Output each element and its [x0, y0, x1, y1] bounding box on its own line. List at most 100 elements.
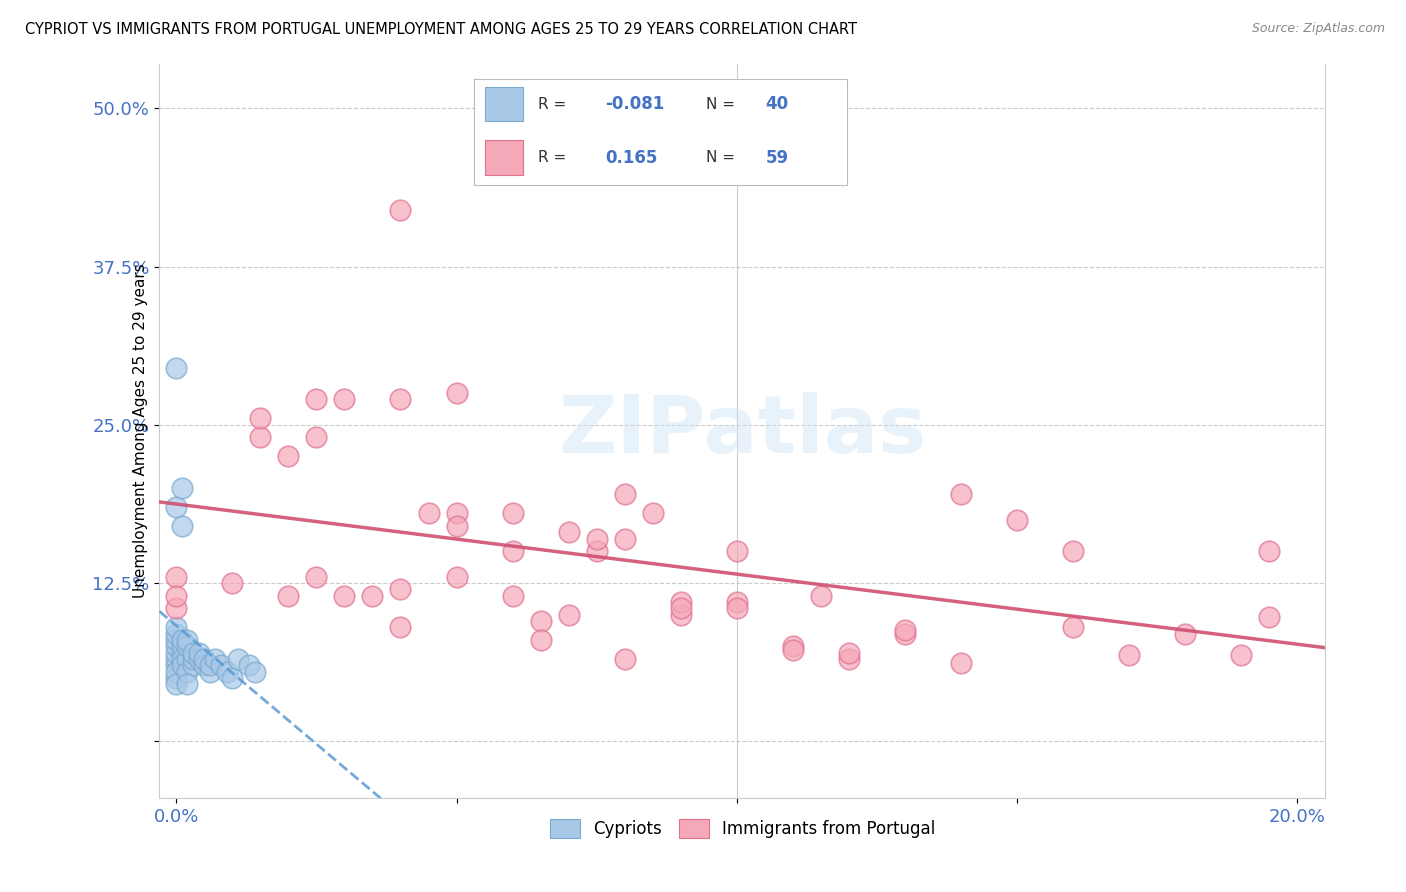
Point	[176, 652, 198, 666]
Point	[187, 646, 209, 660]
Point	[585, 544, 607, 558]
Legend: Cypriots, Immigrants from Portugal: Cypriots, Immigrants from Portugal	[543, 813, 942, 845]
Point	[305, 430, 328, 444]
Point	[502, 507, 524, 521]
Point	[165, 671, 187, 685]
Point	[782, 643, 804, 657]
Point	[557, 525, 579, 540]
Point	[221, 671, 243, 685]
Point	[243, 665, 266, 679]
Point	[333, 589, 356, 603]
Point	[669, 601, 692, 615]
Point	[530, 614, 553, 628]
Point	[165, 626, 187, 640]
Point	[209, 658, 232, 673]
Point	[198, 658, 221, 673]
Point	[389, 392, 412, 407]
Point	[165, 589, 187, 603]
Point	[165, 360, 187, 375]
Point	[165, 500, 187, 514]
Point	[389, 620, 412, 634]
Y-axis label: Unemployment Among Ages 25 to 29 years: Unemployment Among Ages 25 to 29 years	[134, 264, 148, 599]
Point	[585, 532, 607, 546]
Point	[446, 519, 468, 533]
Point	[1258, 610, 1281, 624]
Point	[277, 589, 299, 603]
Text: ZIPatlas: ZIPatlas	[558, 392, 927, 470]
Point	[170, 646, 193, 660]
Point	[170, 519, 193, 533]
Point	[613, 532, 636, 546]
Point	[1230, 648, 1253, 662]
Point	[170, 640, 193, 654]
Point	[170, 658, 193, 673]
Point	[1062, 620, 1084, 634]
Text: Source: ZipAtlas.com: Source: ZipAtlas.com	[1251, 22, 1385, 36]
Point	[418, 507, 440, 521]
Point	[198, 665, 221, 679]
Point	[204, 652, 226, 666]
Point	[165, 665, 187, 679]
Point	[950, 656, 973, 670]
Point	[249, 411, 271, 425]
Point	[389, 582, 412, 597]
Point	[176, 640, 198, 654]
Point	[221, 576, 243, 591]
Point	[810, 589, 832, 603]
Point	[165, 646, 187, 660]
Point	[181, 646, 204, 660]
Point	[165, 620, 187, 634]
Point	[305, 392, 328, 407]
Point	[446, 507, 468, 521]
Point	[502, 544, 524, 558]
Point	[165, 601, 187, 615]
Point	[165, 658, 187, 673]
Point	[446, 386, 468, 401]
Point	[1174, 626, 1197, 640]
Point	[181, 652, 204, 666]
Point	[725, 595, 748, 609]
Point	[1005, 513, 1028, 527]
Point	[725, 601, 748, 615]
Point	[305, 569, 328, 583]
Point	[165, 632, 187, 647]
Point	[249, 430, 271, 444]
Point	[894, 626, 917, 640]
Point	[193, 658, 215, 673]
Point	[176, 665, 198, 679]
Point	[193, 652, 215, 666]
Point	[165, 652, 187, 666]
Point	[446, 569, 468, 583]
Point	[641, 507, 664, 521]
Point	[1062, 544, 1084, 558]
Point	[181, 658, 204, 673]
Point	[215, 665, 238, 679]
Point	[613, 487, 636, 501]
Point	[557, 607, 579, 622]
Point	[838, 652, 860, 666]
Point	[170, 652, 193, 666]
Point	[176, 632, 198, 647]
Point	[361, 589, 384, 603]
Point	[176, 677, 198, 691]
Point	[238, 658, 260, 673]
Point	[950, 487, 973, 501]
Point	[170, 481, 193, 495]
Point	[838, 646, 860, 660]
Point	[669, 595, 692, 609]
Text: CYPRIOT VS IMMIGRANTS FROM PORTUGAL UNEMPLOYMENT AMONG AGES 25 TO 29 YEARS CORRE: CYPRIOT VS IMMIGRANTS FROM PORTUGAL UNEM…	[25, 22, 858, 37]
Point	[669, 607, 692, 622]
Point	[725, 544, 748, 558]
Point	[277, 450, 299, 464]
Point	[165, 640, 187, 654]
Point	[187, 652, 209, 666]
Point	[502, 589, 524, 603]
Point	[1258, 544, 1281, 558]
Point	[165, 677, 187, 691]
Point	[389, 202, 412, 217]
Point	[613, 652, 636, 666]
Point	[894, 623, 917, 637]
Point	[170, 632, 193, 647]
Point	[226, 652, 249, 666]
Point	[165, 569, 187, 583]
